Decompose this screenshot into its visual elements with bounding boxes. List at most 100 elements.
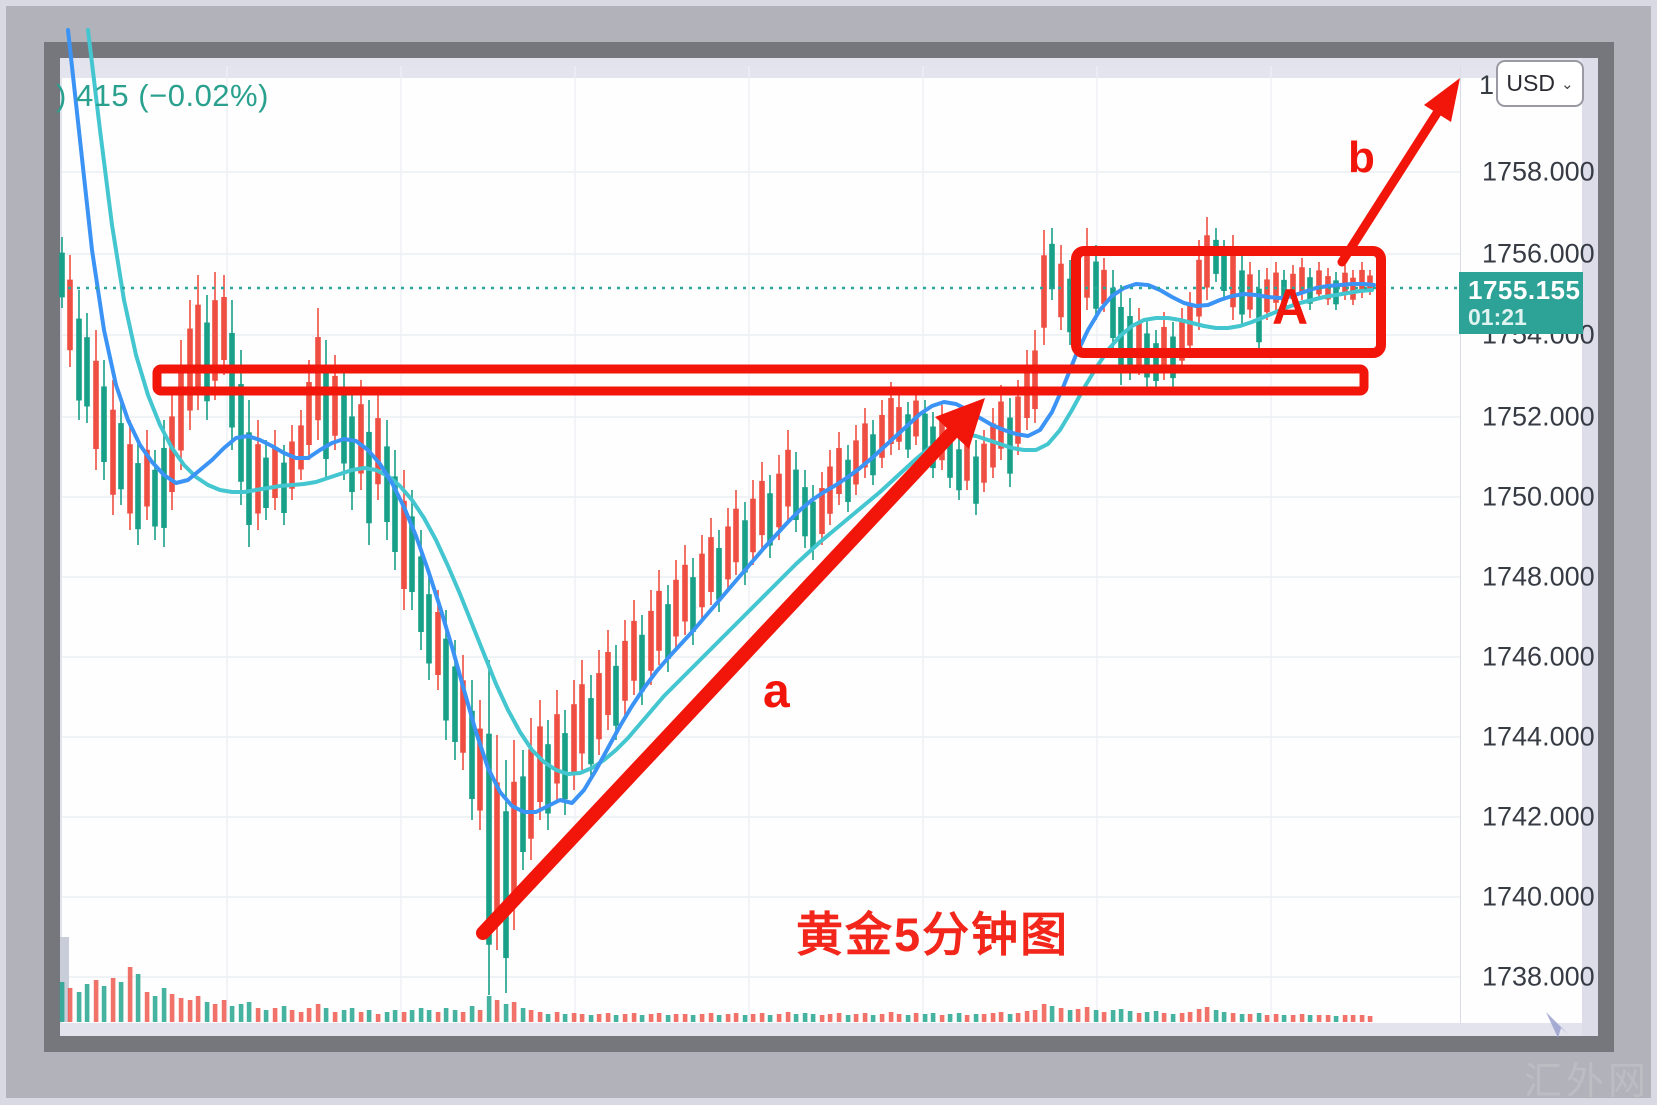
volume-bar xyxy=(939,1015,945,1022)
candle-body xyxy=(306,382,312,445)
candle-body xyxy=(648,610,654,671)
candle-body xyxy=(323,370,329,459)
annotation-label-a: a xyxy=(763,665,790,718)
volume-bar xyxy=(59,982,65,1022)
volume-bar xyxy=(1093,1010,1099,1022)
annotation-label-A: A xyxy=(1272,279,1309,335)
candle-body xyxy=(588,698,594,765)
volume-bar xyxy=(1024,1011,1030,1022)
ticker-clipped-prefix: ) xyxy=(56,78,67,113)
volume-bar xyxy=(1204,1007,1210,1022)
volume-bar xyxy=(494,1000,500,1022)
candle-body xyxy=(853,440,859,485)
candle-body xyxy=(690,577,696,632)
right-scrollbar-strip[interactable] xyxy=(1582,58,1598,1036)
candle-body xyxy=(255,444,261,514)
candle-body xyxy=(452,666,458,742)
candle-body xyxy=(1359,269,1365,293)
volume-bar xyxy=(281,1006,287,1022)
candle-body xyxy=(656,590,662,651)
candle-body xyxy=(272,447,278,498)
volume-bar xyxy=(964,1015,970,1022)
candle-body xyxy=(802,487,808,537)
volume-bar xyxy=(716,1015,722,1022)
candle-body xyxy=(682,564,688,622)
chevron-down-icon: ⌄ xyxy=(1560,75,1574,93)
candle-body xyxy=(845,459,851,502)
volume-bar xyxy=(1342,1015,1348,1022)
volume-bar xyxy=(255,1008,261,1022)
candle-body xyxy=(358,404,364,474)
candle-body xyxy=(229,333,235,428)
volume-bar xyxy=(545,1014,551,1022)
candle-body xyxy=(1204,235,1210,288)
candle-body xyxy=(785,449,791,507)
candle-body xyxy=(1196,259,1202,317)
candle-body xyxy=(1032,350,1038,410)
volume-bar xyxy=(349,1008,355,1022)
volume-bar xyxy=(144,992,150,1022)
candle-body xyxy=(1093,261,1099,309)
candle-body xyxy=(212,300,218,381)
volume-bar xyxy=(648,1014,654,1022)
candle-body xyxy=(1015,396,1021,444)
volume-bar xyxy=(562,1014,568,1022)
candle-body xyxy=(1230,253,1236,308)
candle-body xyxy=(836,448,842,495)
currency-selector-button[interactable]: USD ⌄ xyxy=(1496,60,1584,107)
volume-bar xyxy=(238,1004,244,1022)
candle-body xyxy=(178,368,184,451)
volume-bar xyxy=(246,1002,252,1022)
candle-body xyxy=(127,444,133,514)
candle-body xyxy=(1256,288,1262,343)
currency-selector-label: USD xyxy=(1506,70,1555,96)
candle-body xyxy=(503,811,509,959)
candle-body xyxy=(750,498,756,553)
volume-bar xyxy=(418,1008,424,1022)
volume-bar xyxy=(135,974,141,1022)
candle-body xyxy=(246,432,252,525)
volume-bar xyxy=(742,1015,748,1022)
volume-bar xyxy=(486,996,492,1022)
price-axis-label: 1758.000 xyxy=(1482,156,1595,187)
candle-body xyxy=(204,322,210,402)
candle-body xyxy=(793,469,799,520)
volume-bar xyxy=(1084,1007,1090,1022)
candle-body xyxy=(905,414,911,450)
volume-bar xyxy=(1049,1006,1055,1022)
candle-body xyxy=(315,337,321,421)
volume-bar xyxy=(776,1014,782,1022)
volume-bar xyxy=(426,1010,432,1022)
volume-bar xyxy=(460,1012,466,1022)
volume-bar xyxy=(708,1013,714,1022)
candle-body xyxy=(767,493,773,546)
volume-bar xyxy=(1127,1011,1133,1022)
volume-bar xyxy=(1144,1012,1150,1022)
volume-bar xyxy=(767,1015,773,1022)
chart-caption-text: 黄金5分钟图 xyxy=(796,908,1070,961)
candle-body xyxy=(221,297,227,360)
volume-bar xyxy=(511,1002,517,1022)
volume-bar xyxy=(127,967,133,1022)
candle-body xyxy=(673,579,679,637)
candle-body xyxy=(622,640,628,701)
volume-bar xyxy=(366,1010,372,1022)
candle-body xyxy=(1281,279,1287,309)
ticker-change-text: 415 (−0.02%) xyxy=(75,78,269,113)
candle-body xyxy=(93,360,99,449)
countdown-timer: 01:21 xyxy=(1468,303,1527,330)
volume-bar xyxy=(452,1010,458,1022)
volume-bar xyxy=(1075,1009,1081,1022)
candle-body xyxy=(1299,267,1305,294)
volume-bar xyxy=(263,1010,269,1022)
trend-arrow-a-shaft xyxy=(476,426,959,940)
volume-bar xyxy=(631,1013,637,1022)
volume-bar xyxy=(1350,1015,1356,1022)
candle-body xyxy=(520,776,526,852)
volume-bar xyxy=(1299,1014,1305,1022)
volume-bar xyxy=(1367,1016,1373,1022)
candle-body xyxy=(810,501,816,549)
volume-bar xyxy=(827,1014,833,1022)
candle-body xyxy=(263,457,269,508)
